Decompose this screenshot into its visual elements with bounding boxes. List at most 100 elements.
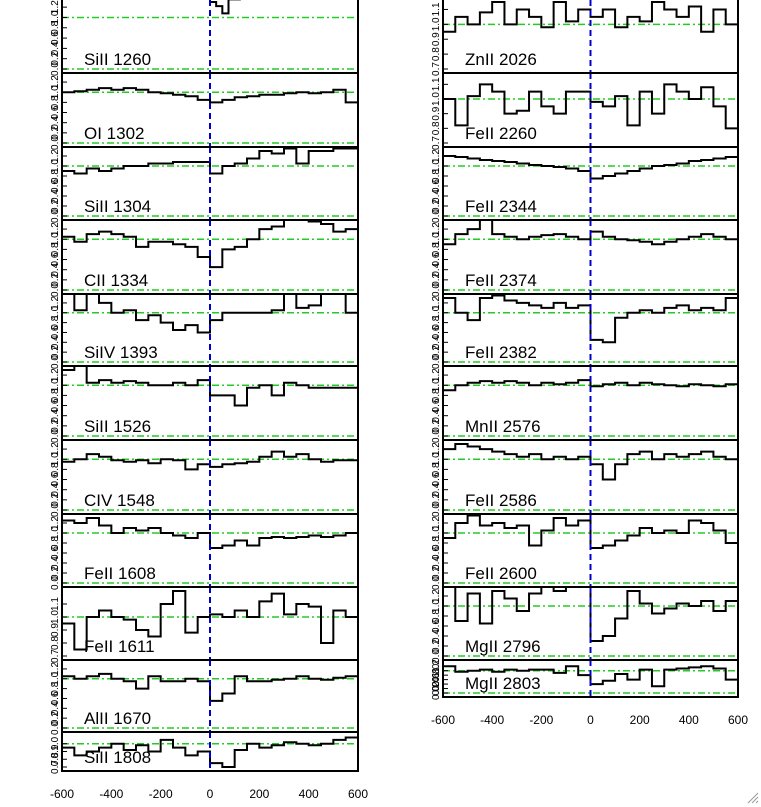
y-tick-label: 0.4 bbox=[50, 701, 61, 715]
y-tick-label: 0.0 bbox=[50, 429, 61, 443]
y-tick-label: 0.8 bbox=[431, 121, 442, 135]
y-tick-label: 0.7 bbox=[431, 136, 442, 150]
spectrum-trace bbox=[62, 87, 358, 104]
y-tick-label: 0.8 bbox=[431, 609, 442, 623]
panel-label: MgII 2803 bbox=[465, 674, 541, 693]
panel-label: SiII 1526 bbox=[84, 417, 151, 436]
y-tick-label: 0.6 bbox=[50, 31, 61, 45]
y-tick-label: 0.4 bbox=[431, 482, 442, 496]
spectrum-trace bbox=[443, 514, 738, 549]
spectrum-trace bbox=[443, 1, 738, 33]
panel-label: FeII 2374 bbox=[465, 271, 537, 290]
y-tick-label: 1.2 bbox=[431, 442, 442, 456]
spectrum-trace bbox=[62, 517, 358, 549]
panel-label: ZnII 2026 bbox=[465, 50, 537, 69]
y-tick-label: 0.2 bbox=[431, 418, 442, 432]
panel-label: SiII 1304 bbox=[84, 197, 151, 216]
y-tick-label: 0.6 bbox=[431, 179, 442, 193]
spectrum-trace bbox=[62, 220, 358, 269]
spectrum-panel: 0.00.20.40.60.81.01.2 CIV 1548 bbox=[50, 439, 359, 517]
y-tick-label: 0.6 bbox=[431, 252, 442, 266]
y-tick-label: 0.6 bbox=[50, 691, 61, 705]
y-tick-label: 0.4 bbox=[431, 335, 442, 349]
y-tick-label: 0.8 bbox=[431, 315, 442, 329]
spectrum-panel: 0.00.20.40.60.81.01.2 SiII 1526 bbox=[50, 365, 359, 443]
spectrum-panel: 0.00.20.40.60.81.01.2 FeII 1608 bbox=[50, 513, 359, 590]
y-tick-label: 0.4 bbox=[50, 335, 61, 349]
y-tick-label: 1.0 bbox=[50, 452, 61, 466]
y-tick-label: 0.0 bbox=[431, 429, 442, 443]
y-tick-label: 0.2 bbox=[431, 492, 442, 506]
y-tick-label: 0.9 bbox=[431, 32, 442, 46]
panel-label: MgII 2796 bbox=[465, 637, 541, 656]
y-tick-label: 0.6 bbox=[431, 619, 442, 633]
panel-label: CII 1334 bbox=[84, 271, 148, 290]
x-tick-label: 200 bbox=[249, 787, 269, 801]
y-tick-label: 0.2 bbox=[431, 566, 442, 580]
spectrum-panel: 0.00.20.40.60.81.01.2 FeII 2382 bbox=[431, 293, 739, 369]
resize-grip-icon[interactable] bbox=[747, 792, 759, 804]
y-tick-label: 1.0 bbox=[431, 378, 442, 392]
panel-label: FeII 2600 bbox=[465, 564, 537, 583]
panel-label: OI 1302 bbox=[84, 124, 145, 143]
y-tick-label: 0.2 bbox=[50, 345, 61, 359]
y-tick-label: 0.9 bbox=[50, 623, 61, 637]
y-tick-label: 0.2 bbox=[50, 199, 61, 213]
y-tick-label: 1.0 bbox=[431, 663, 442, 677]
spectrum-panel: 0.00.20.40.60.81.01.2 CII 1334 bbox=[50, 219, 359, 297]
y-tick-label: 0.2 bbox=[50, 566, 61, 580]
spectrum-trace bbox=[62, 366, 358, 407]
y-tick-label: 0.8 bbox=[431, 668, 442, 682]
y-tick-label: 0.2 bbox=[431, 199, 442, 213]
y-tick-label: 0.0 bbox=[431, 576, 442, 590]
y-tick-label: 1.1 bbox=[431, 2, 442, 16]
spectrum-trace bbox=[443, 155, 738, 180]
y-tick-label: 0.8 bbox=[50, 169, 61, 183]
y-tick-label: 0.6 bbox=[50, 325, 61, 339]
y-tick-label: 0.0 bbox=[431, 686, 442, 700]
y-tick-label: 1.0 bbox=[431, 452, 442, 466]
spectrum-panel: 0.00.20.40.60.81.01.2 FeII 2344 bbox=[431, 146, 739, 223]
y-tick-label: 0.7 bbox=[50, 649, 61, 663]
x-tick-label: 600 bbox=[728, 713, 748, 727]
panel-label: FeII 2344 bbox=[465, 197, 537, 216]
x-axis-layer: -600 -400 -200 0 200 400 600 -600 -400 -200 0 200 40… bbox=[50, 713, 748, 801]
spectrum-trace bbox=[443, 294, 738, 344]
y-tick-label: 1.0 bbox=[50, 378, 61, 392]
y-tick-label: 0.8 bbox=[431, 47, 442, 61]
y-tick-label: 0.2 bbox=[50, 51, 61, 65]
y-tick-label: 0.8 bbox=[50, 242, 61, 256]
y-tick-label: 0.6 bbox=[431, 472, 442, 486]
y-tick-label: 1.2 bbox=[50, 0, 61, 14]
y-tick-label: 1.0 bbox=[431, 305, 442, 319]
y-tick-label: 0.8 bbox=[50, 388, 61, 402]
x-tick-label: -400 bbox=[480, 713, 504, 727]
spectrum-panel: 0.00.20.40.60.81.01.2 AlII 1670 bbox=[50, 659, 359, 735]
y-tick-label: 0.2 bbox=[431, 681, 442, 695]
y-tick-label: 0.4 bbox=[431, 189, 442, 203]
y-tick-label: 0.4 bbox=[50, 482, 61, 496]
y-tick-label: 0.0 bbox=[50, 209, 61, 223]
spectrum-trace bbox=[62, 294, 358, 334]
y-tick-label: 0.2 bbox=[50, 125, 61, 139]
y-tick-label: 0.0 bbox=[431, 503, 442, 517]
spectrum-panel: 0.70.80.91.01.1 FeII 2260 bbox=[431, 72, 739, 150]
y-tick-label: 1.2 bbox=[50, 296, 61, 310]
y-tick-label: 0.2 bbox=[431, 345, 442, 359]
y-tick-label: 0.2 bbox=[431, 639, 442, 653]
y-tick-label: 0.8 bbox=[431, 462, 442, 476]
spectrum-panel: 0.70.80.91.01.1 ZnII 2026 bbox=[431, 0, 739, 76]
y-tick-label: 0.0 bbox=[50, 576, 61, 590]
y-tick-label: 0.0 bbox=[50, 355, 61, 369]
y-tick-label: 0.0 bbox=[431, 649, 442, 663]
y-tick-label: 0.0 bbox=[431, 283, 442, 297]
spectrum-panel: 0.00.20.40.60.81.01.2 MnII 2576 bbox=[431, 365, 739, 443]
y-tick-label: 0.4 bbox=[50, 262, 61, 276]
y-tick-label: 0.4 bbox=[50, 41, 61, 55]
panel-label: SiIV 1393 bbox=[84, 343, 158, 362]
y-tick-label: 0.6 bbox=[431, 672, 442, 686]
y-tick-label: 1.2 bbox=[431, 659, 442, 673]
spectrum-panel: 0.00.20.40.60.81.01.2 OI 1302 bbox=[50, 72, 359, 150]
y-tick-label: 1.2 bbox=[431, 149, 442, 163]
